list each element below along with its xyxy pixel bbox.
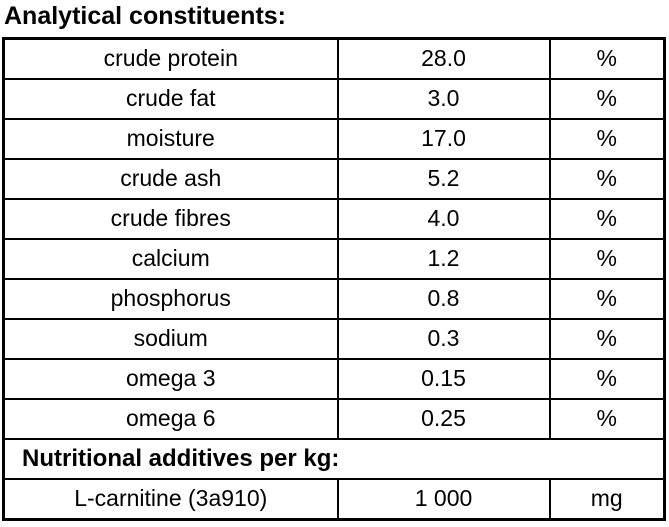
- constituent-name-cell: omega 6: [2, 397, 339, 440]
- constituent-unit-cell: %: [548, 197, 666, 240]
- constituent-value-cell: 3.0: [336, 77, 551, 120]
- constituent-row: crude fat 3.0%: [2, 77, 666, 120]
- constituent-row: phosphorus 0.8%: [2, 277, 666, 320]
- constituent-unit-cell: %: [548, 357, 666, 400]
- constituent-row: sodium 0.3%: [2, 317, 666, 360]
- constituent-name-cell: phosphorus: [2, 277, 339, 320]
- constituent-unit-cell: %: [548, 397, 666, 440]
- constituent-row: crude ash 5.2%: [2, 157, 666, 200]
- constituent-value-cell: 5.2: [336, 157, 551, 200]
- constituent-value-cell: 28.0: [336, 37, 551, 80]
- additives-header-row: Nutritional additives per kg:: [2, 437, 666, 480]
- analytical-constituents-title: Analytical constituents:: [4, 2, 286, 30]
- constituent-value-cell: 0.25: [336, 397, 551, 440]
- constituent-name-cell: crude fibres: [2, 197, 339, 240]
- constituent-row: crude fibres 4.0%: [2, 197, 666, 240]
- constituent-value-cell: 17.0: [336, 117, 551, 160]
- constituent-unit-cell: %: [548, 117, 666, 160]
- constituent-unit-cell: %: [548, 317, 666, 360]
- additive-name-cell: L-carnitine (3a910): [2, 477, 339, 520]
- additive-row: L-carnitine (3a910) 1 000 mg: [2, 477, 666, 520]
- constituent-name-cell: crude protein: [2, 37, 339, 80]
- constituent-value-cell: 1.2: [336, 237, 551, 280]
- analytical-constituents-table: crude protein 28.0% crude fat 3.0% moisture 1…: [2, 36, 666, 521]
- constituent-name-cell: sodium: [2, 317, 339, 360]
- constituent-value-cell: 0.15: [336, 357, 551, 400]
- constituent-row: calcium 1.2%: [2, 237, 666, 280]
- constituent-unit-cell: %: [548, 157, 666, 200]
- additive-value-cell: 1 000: [336, 477, 551, 520]
- constituent-row: crude protein 28.0%: [2, 37, 666, 80]
- constituent-unit-cell: %: [548, 277, 666, 320]
- additives-section: Nutritional additives per kg:: [2, 437, 666, 480]
- constituent-name-cell: calcium: [2, 237, 339, 280]
- constituent-unit-cell: %: [548, 37, 666, 80]
- constituents-body: crude protein 28.0% crude fat 3.0% moisture 1…: [2, 37, 666, 440]
- constituent-row: omega 6 0.25%: [2, 397, 666, 440]
- constituent-name-cell: crude fat: [2, 77, 339, 120]
- additives-header-cell: Nutritional additives per kg:: [2, 437, 666, 480]
- constituent-value-cell: 4.0: [336, 197, 551, 240]
- additive-unit-cell: mg: [548, 477, 666, 520]
- constituent-unit-cell: %: [548, 77, 666, 120]
- constituent-value-cell: 0.3: [336, 317, 551, 360]
- constituent-row: omega 3 0.15%: [2, 357, 666, 400]
- constituent-name-cell: crude ash: [2, 157, 339, 200]
- constituent-name-cell: moisture: [2, 117, 339, 160]
- constituent-value-cell: 0.8: [336, 277, 551, 320]
- constituent-name-cell: omega 3: [2, 357, 339, 400]
- constituent-row: moisture 17.0%: [2, 117, 666, 160]
- constituent-unit-cell: %: [548, 237, 666, 280]
- additives-body: L-carnitine (3a910) 1 000 mg: [2, 477, 666, 520]
